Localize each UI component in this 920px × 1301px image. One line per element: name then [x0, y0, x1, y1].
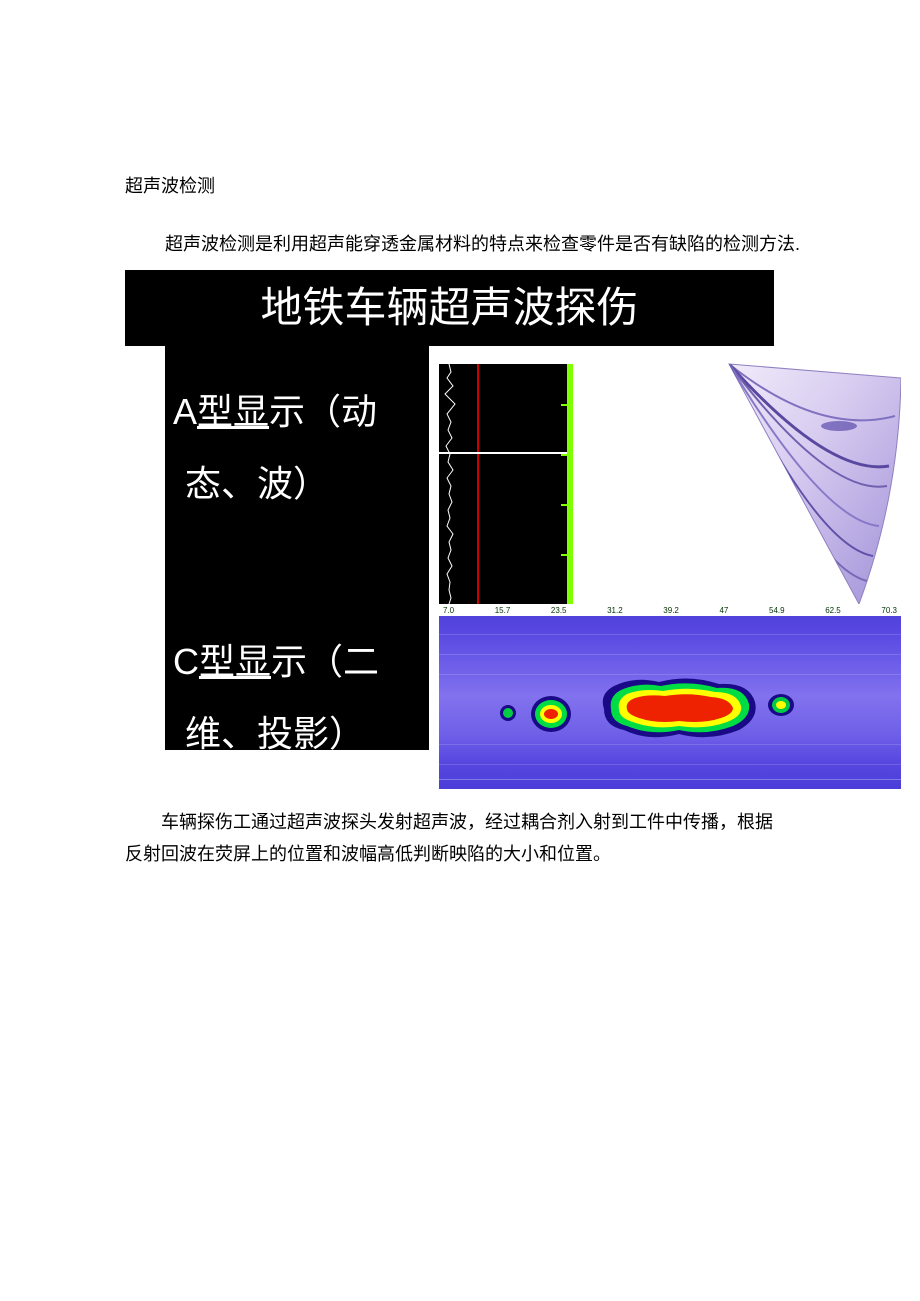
banner-title: 地铁车辆超声波探伤	[125, 270, 774, 346]
c-scan-stripe	[439, 654, 901, 655]
axis-label: 47	[719, 606, 728, 615]
c-scan-axis: 7.0 15.7 23.5 31.2 39.2 47 54.9 62.5 70.…	[439, 604, 901, 616]
defect-small-icon	[767, 692, 795, 718]
axis-label: 7.0	[443, 606, 454, 615]
c-scan-stripe	[439, 634, 901, 635]
axis-label: 31.2	[607, 606, 623, 615]
defect-small-icon	[499, 704, 517, 722]
a-scan-panel	[439, 364, 573, 604]
label-a-line2: 态、波）	[173, 463, 329, 504]
label-a-prefix: A	[173, 391, 197, 432]
label-c-line2: 维、投影）	[173, 713, 365, 754]
label-a-type: A型显示（动 态、波）	[165, 346, 429, 602]
a-scan-red-line	[477, 364, 479, 604]
top-chart-panel	[439, 364, 901, 604]
page-title: 超声波检测	[125, 172, 215, 198]
label-c-underlined: 型显	[199, 641, 271, 682]
axis-label: 70.3	[881, 606, 897, 615]
a-scan-waveform-icon	[441, 364, 459, 604]
c-scan-stripe	[439, 779, 901, 780]
fan-scan-panel	[579, 356, 901, 604]
c-scan-stripe	[439, 764, 901, 765]
c-scan-panel: 7.0 15.7 23.5 31.2 39.2 47 54.9 62.5 70.…	[439, 604, 901, 789]
c-scan-stripe	[439, 744, 901, 745]
body-paragraph: 车辆探伤工通过超声波探头发射超声波，经过耦合剂入射到工件中传播，根据反射回波在荧…	[125, 806, 785, 871]
fan-scan-svg	[579, 356, 901, 604]
a-scan-tick	[561, 404, 567, 406]
label-c-type: C型显示（二 维、投影）	[165, 602, 429, 750]
label-a-rest1: 示（动	[269, 391, 377, 432]
a-scan-tick	[561, 554, 567, 556]
defect-large-icon	[599, 674, 759, 744]
label-a-underlined: 型显	[197, 391, 269, 432]
axis-label: 15.7	[495, 606, 511, 615]
chart-area: 7.0 15.7 23.5 31.2 39.2 47 54.9 62.5 70.…	[439, 364, 901, 789]
axis-label: 23.5	[551, 606, 567, 615]
axis-label: 39.2	[663, 606, 679, 615]
axis-label: 62.5	[825, 606, 841, 615]
label-c-rest1: 示（二	[271, 641, 379, 682]
intro-paragraph: 超声波检测是利用超声能穿透金属材料的特点来检查零件是否有缺陷的检测方法.	[165, 230, 800, 259]
axis-label: 54.9	[769, 606, 785, 615]
label-c-prefix: C	[173, 641, 199, 682]
a-scan-tick	[561, 504, 567, 506]
defect-medium-icon	[529, 692, 573, 736]
a-scan-tick	[561, 454, 567, 456]
